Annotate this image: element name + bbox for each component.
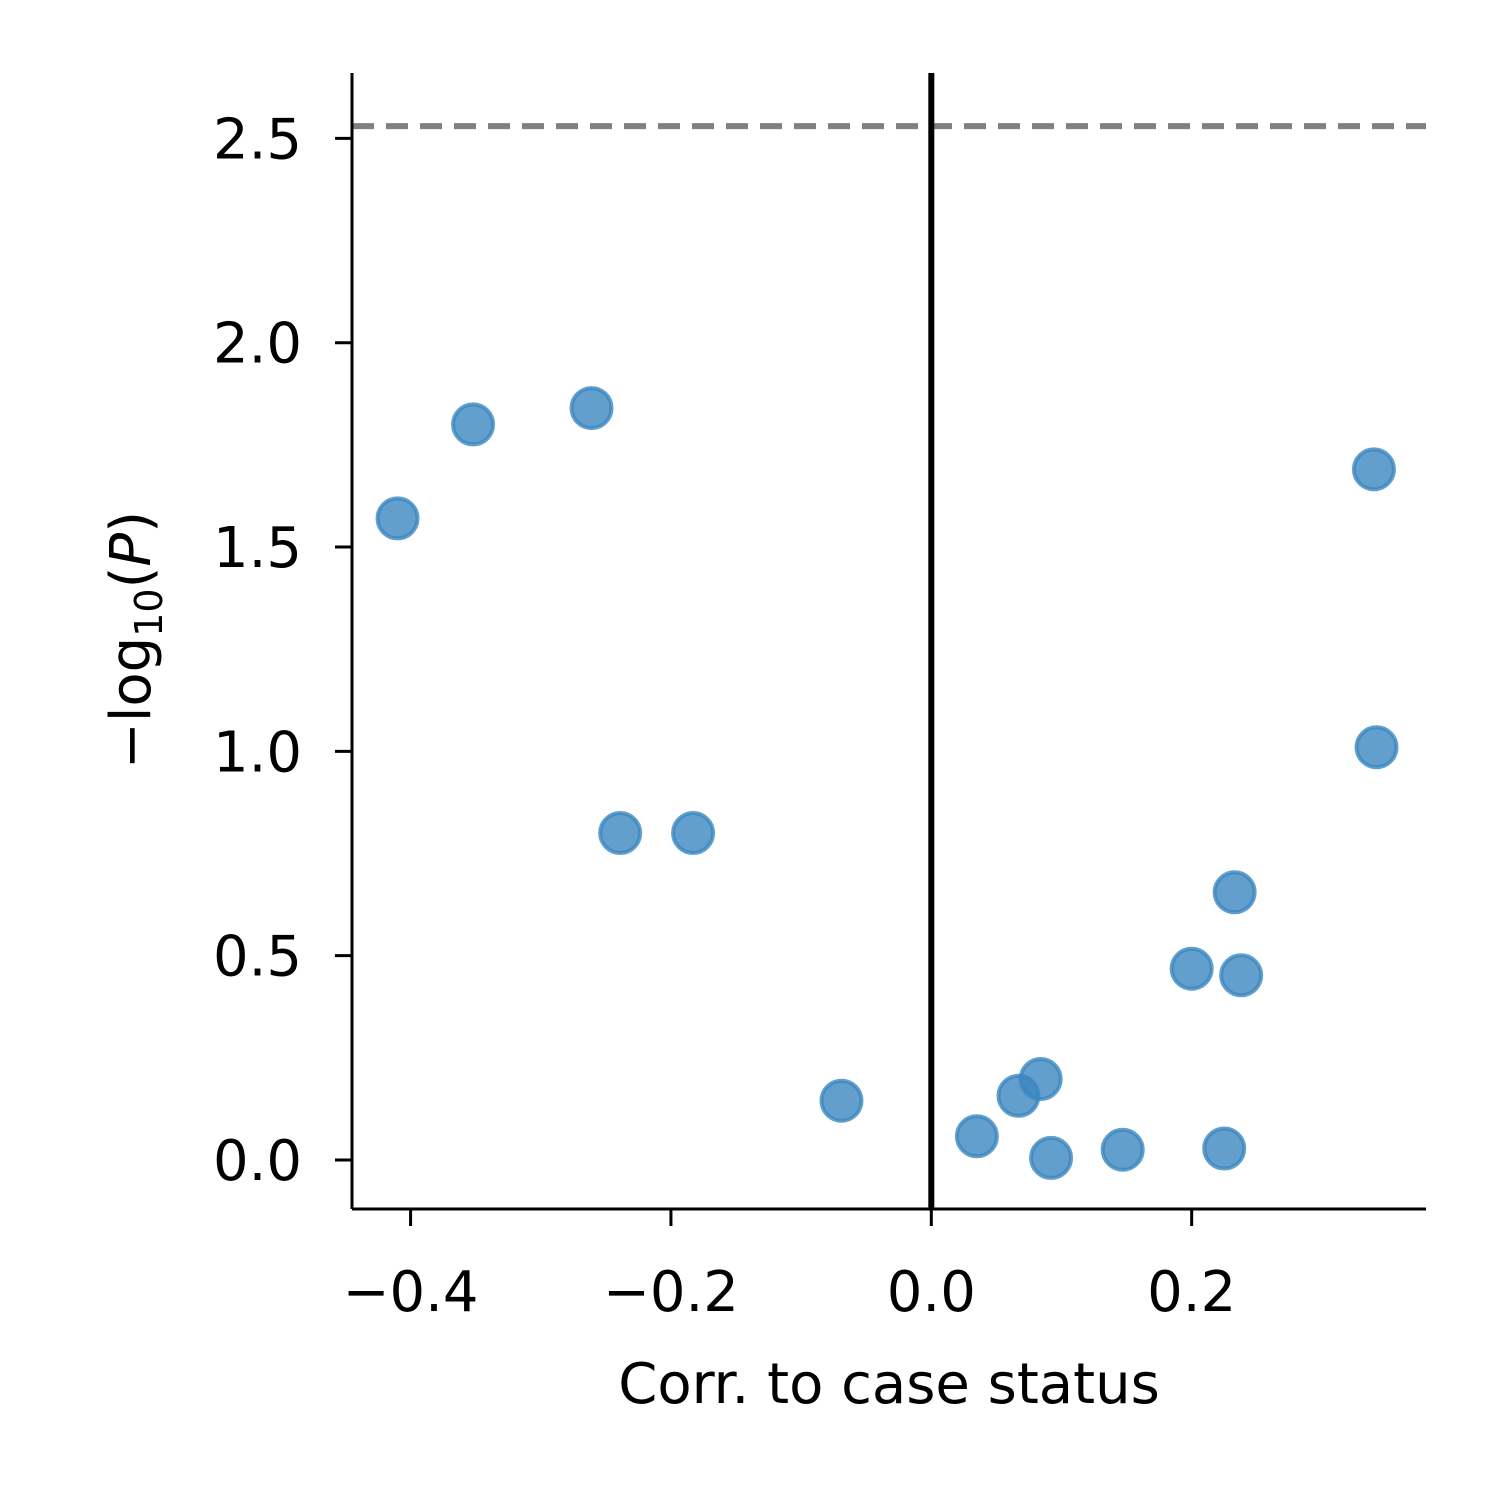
x-tick-label: −0.4 <box>343 1260 479 1325</box>
y-axis-title-prefix: −log <box>99 637 164 769</box>
data-point <box>1202 1126 1247 1171</box>
x-axis-title: Corr. to case status <box>618 1352 1160 1417</box>
y-axis-title: −log10(P) <box>99 511 171 769</box>
data-point <box>1169 946 1214 991</box>
y-axis-title-p: P <box>99 533 164 567</box>
y-tick-label: 0.5 <box>213 925 302 990</box>
data-point <box>1100 1127 1145 1172</box>
y-tick-label: 2.0 <box>213 312 302 377</box>
y-tick-label: 2.5 <box>213 107 302 172</box>
data-point <box>1354 725 1399 770</box>
data-point <box>1029 1135 1074 1180</box>
y-tick-label: 1.0 <box>213 720 302 785</box>
data-point <box>819 1078 864 1123</box>
y-axis-title-open: ( <box>99 567 164 589</box>
data-point <box>1219 953 1264 998</box>
data-point <box>1351 447 1396 492</box>
y-axis-title-close: ) <box>99 511 164 533</box>
data-point <box>671 811 716 856</box>
y-axis-title-subscript: 10 <box>127 588 171 636</box>
data-point <box>954 1114 999 1159</box>
data-point <box>1018 1057 1063 1102</box>
ticks: −0.4 −0.2 0.0 0.2 0.0 0.5 1.0 1.5 2.0 2.5 <box>213 107 1236 1325</box>
data-point <box>375 496 420 541</box>
data-point <box>451 402 496 447</box>
y-tick-label: 1.5 <box>213 516 302 581</box>
data-point <box>569 386 614 431</box>
x-tick-label: 0.0 <box>887 1260 976 1325</box>
data-point <box>1212 870 1257 915</box>
data-point <box>598 811 643 856</box>
axes <box>350 73 1426 1211</box>
plot-area <box>352 73 1426 1209</box>
x-tick-label: 0.2 <box>1147 1260 1236 1325</box>
x-tick-label: −0.2 <box>603 1260 739 1325</box>
y-tick-label: 0.0 <box>213 1129 302 1194</box>
